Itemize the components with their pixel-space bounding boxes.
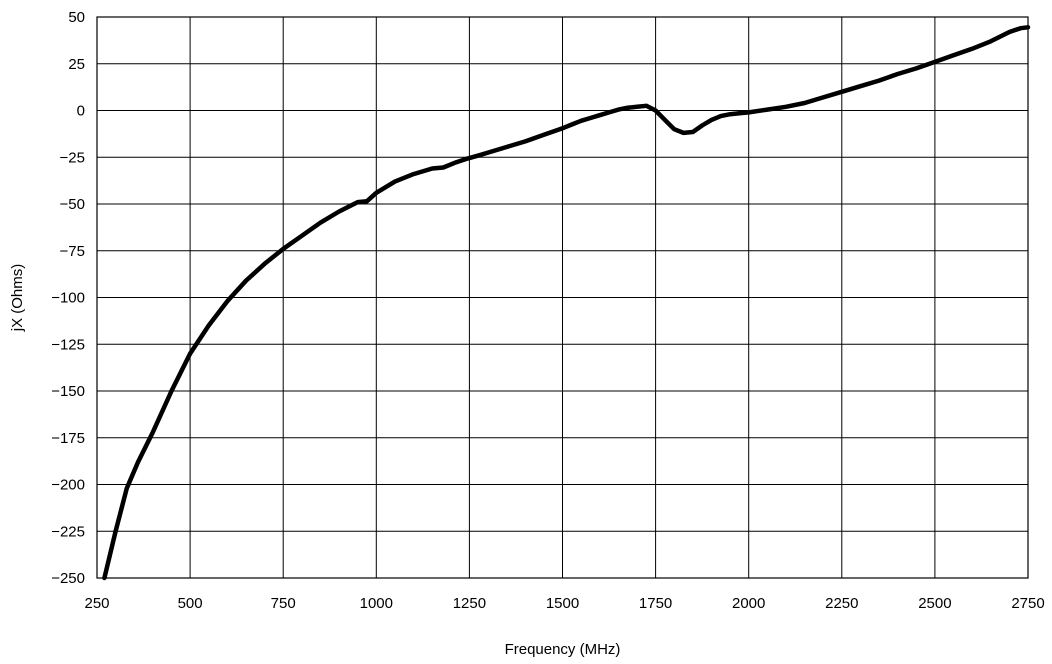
y-axis-ticks: 50 25 0 −25 −50 −75 −100 −125 −150 −175 −200 −225 −2… xyxy=(51,9,85,587)
x-tick-label: 2250 xyxy=(825,595,858,612)
y-tick-label: −150 xyxy=(51,383,85,400)
x-axis-ticks: 250 500 750 1000 1250 1500 1750 2000 2250 2500 275… xyxy=(84,595,1044,612)
x-tick-label: 750 xyxy=(271,595,296,612)
x-tick-label: 1250 xyxy=(453,595,486,612)
x-axis-label: Frequency (MHz) xyxy=(505,641,621,658)
y-tick-label: −100 xyxy=(51,290,85,307)
x-tick-label: 1500 xyxy=(546,595,579,612)
plot-frame xyxy=(96,16,1029,579)
y-tick-label: −200 xyxy=(51,477,85,494)
y-tick-label: −225 xyxy=(51,523,85,540)
y-tick-label: 0 xyxy=(77,103,85,120)
y-tick-label: −50 xyxy=(60,196,85,213)
y-tick-label: 25 xyxy=(68,56,85,73)
x-tick-label: 2500 xyxy=(918,595,951,612)
grid xyxy=(96,16,1029,579)
y-tick-label: −75 xyxy=(60,243,85,260)
x-tick-label: 250 xyxy=(84,595,109,612)
y-tick-label: −25 xyxy=(60,149,85,166)
series-line xyxy=(102,25,1031,581)
y-tick-label: −175 xyxy=(51,430,85,447)
y-axis-label: jX (Ohms) xyxy=(9,264,26,333)
x-tick-label: 2000 xyxy=(732,595,765,612)
x-tick-label: 2750 xyxy=(1011,595,1044,612)
y-tick-label: 50 xyxy=(68,9,85,26)
x-tick-label: 1000 xyxy=(360,595,393,612)
x-tick-label: 1750 xyxy=(639,595,672,612)
x-tick-label: 500 xyxy=(178,595,203,612)
y-tick-label: −250 xyxy=(51,570,85,587)
y-tick-label: −125 xyxy=(51,336,85,353)
